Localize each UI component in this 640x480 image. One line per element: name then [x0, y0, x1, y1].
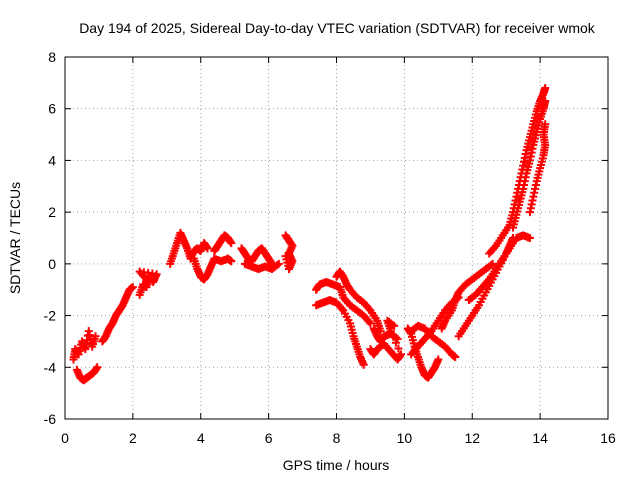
series-arc4 [135, 267, 161, 299]
series-arc22 [485, 84, 550, 258]
series-arc23 [508, 96, 550, 232]
y-axis-label: SDTVAR / TECUs [7, 182, 23, 294]
data-point [393, 334, 402, 343]
x-tick-label: 10 [397, 430, 413, 446]
data-point [274, 259, 283, 268]
y-tick-label: 0 [48, 256, 56, 272]
series-arc9 [240, 259, 283, 274]
data-point [394, 344, 403, 353]
x-tick-label: 2 [129, 430, 137, 446]
y-tick-label: 6 [48, 101, 56, 117]
y-tick-label: 4 [48, 152, 56, 168]
data-point [227, 257, 236, 266]
data-point [390, 321, 399, 330]
x-tick-label: 4 [197, 430, 205, 446]
data-point [203, 244, 212, 253]
x-axis-label: GPS time / hours [283, 457, 390, 473]
y-tick-label: -2 [44, 308, 57, 324]
series-arc3 [98, 283, 137, 346]
data-point [281, 252, 290, 261]
data-point [91, 332, 100, 341]
data-point [541, 84, 550, 93]
x-tick-label: 12 [464, 430, 480, 446]
data-point [541, 120, 550, 129]
series-arc1 [69, 327, 100, 364]
y-tick-label: -4 [44, 359, 57, 375]
data-point [93, 363, 102, 372]
data-points [69, 84, 550, 385]
data-point [525, 234, 534, 242]
data-point [128, 283, 137, 292]
data-point [142, 275, 151, 284]
data-point [227, 239, 236, 248]
x-tick-label: 0 [61, 430, 69, 446]
series-arc12 [312, 296, 368, 369]
y-tick-label: 2 [48, 204, 56, 220]
data-point [366, 319, 375, 328]
data-point [488, 259, 497, 268]
series-arc7 [210, 231, 236, 255]
series-arc5 [166, 228, 212, 268]
series-arc11 [312, 277, 375, 328]
series-arc2 [72, 363, 102, 385]
plot-frame [64, 56, 609, 420]
data-point [541, 96, 550, 105]
series-arc13 [332, 267, 385, 336]
chart-title: Day 194 of 2025, Sidereal Day-to-day VTE… [79, 20, 596, 36]
series-arc19 [437, 259, 497, 333]
series-arc15 [369, 324, 402, 346]
y-tick-label: -6 [44, 411, 57, 427]
x-tick-label: 16 [600, 430, 616, 446]
y-tick-label: 8 [48, 49, 56, 65]
x-tick-label: 8 [333, 430, 341, 446]
data-point [451, 352, 460, 361]
x-tick-label: 6 [265, 430, 273, 446]
data-point [434, 355, 443, 364]
series-arc24 [525, 120, 550, 217]
data-point [396, 350, 405, 359]
x-tick-label: 14 [532, 430, 548, 446]
series-arc18 [407, 321, 460, 361]
axis-ticks: 0 2 4 6 8 10 12 14 16 -6 -4 -2 0 2 4 6 8 [44, 49, 616, 446]
series-arc10 [281, 231, 297, 274]
series-arc6 [189, 254, 236, 284]
data-point [359, 360, 368, 369]
series-arc21 [464, 231, 534, 305]
